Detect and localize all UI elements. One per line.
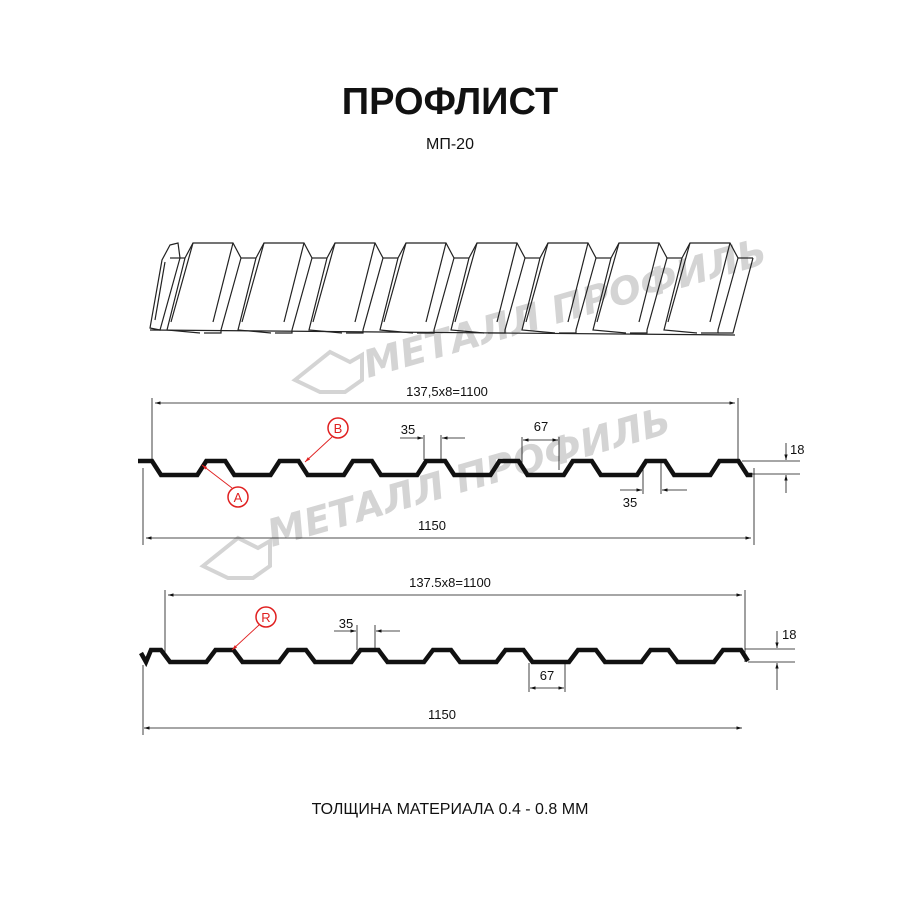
sheet-rib-line xyxy=(592,257,627,334)
dimension-label: 35 xyxy=(401,422,415,437)
dimension-label: 18 xyxy=(782,627,796,642)
page-subtitle: МП-20 xyxy=(426,136,474,153)
sheet-rib-line xyxy=(525,242,549,323)
sheet-rib-line xyxy=(184,242,242,334)
profile-b-section xyxy=(139,647,750,668)
sheet-rib-line xyxy=(241,242,265,323)
dimension-label: 1150 xyxy=(418,518,446,533)
sheet-rib-line xyxy=(425,242,447,323)
sheet-rib-line xyxy=(596,242,620,323)
dimension-label: 35 xyxy=(623,495,637,510)
logo-icon xyxy=(199,535,272,580)
sheet-rib-line xyxy=(638,242,660,323)
page-title: ПРОФЛИСТ xyxy=(342,81,558,123)
dimension-label: 1150 xyxy=(428,707,456,722)
logo-icon xyxy=(291,349,364,394)
callout-r-label: R xyxy=(261,610,270,625)
sheet-rib-line xyxy=(567,242,589,323)
sheet-rib-line xyxy=(308,257,343,334)
sheet-rib-line xyxy=(283,242,305,323)
dimension-label: 67 xyxy=(534,419,548,434)
sheet-rib-line xyxy=(154,261,166,321)
sheet-rib-line xyxy=(312,242,336,323)
profile-a-section xyxy=(138,458,753,478)
callout-b-circle xyxy=(327,417,349,439)
callout-a-circle xyxy=(227,486,249,508)
callout-r-circle xyxy=(255,606,277,628)
sheet-rib-line xyxy=(237,257,272,334)
sheet-rib-line xyxy=(255,242,313,334)
profile-b: 137.5x8=1100 1150 35 67 18 R xyxy=(139,575,796,735)
sheet-rib-line xyxy=(379,257,414,334)
sheet-rib-line xyxy=(709,242,731,323)
sheet-rib-line xyxy=(170,242,194,323)
profile-a: 137,5x8=1100 1150 35 67 35 18 A B xyxy=(138,384,804,545)
dimension-label: 35 xyxy=(339,616,353,631)
sheet-rib-line xyxy=(166,257,201,334)
sheet-rib-line xyxy=(667,242,691,323)
material-thickness-note: ТОЛЩИНА МАТЕРИАЛА 0.4 - 0.8 ММ xyxy=(312,801,589,818)
sheet-rib-line xyxy=(326,242,384,334)
sheet-rib-line xyxy=(454,242,478,323)
sheet-rib-line xyxy=(450,257,485,334)
sheet-rib-line xyxy=(149,242,181,331)
sheet-rib-line xyxy=(212,242,234,323)
dimension-label: 67 xyxy=(540,668,554,683)
callout-a-label: A xyxy=(234,490,243,505)
sheet-rib-line xyxy=(718,257,754,334)
sheet-rib-line xyxy=(496,242,518,323)
sheet-rib-line xyxy=(663,257,698,334)
sheet-rib-line xyxy=(149,329,736,336)
sheet-perspective-drawing xyxy=(149,242,754,336)
dimension-label: 137,5x8=1100 xyxy=(406,384,488,399)
sheet-rib-line xyxy=(383,242,407,323)
dimension-label: 137.5x8=1100 xyxy=(409,575,491,590)
sheet-rib-line xyxy=(354,242,376,323)
dimension-label: 18 xyxy=(790,442,804,457)
callout-b-label: B xyxy=(334,421,343,436)
sheet-rib-line xyxy=(521,257,556,334)
